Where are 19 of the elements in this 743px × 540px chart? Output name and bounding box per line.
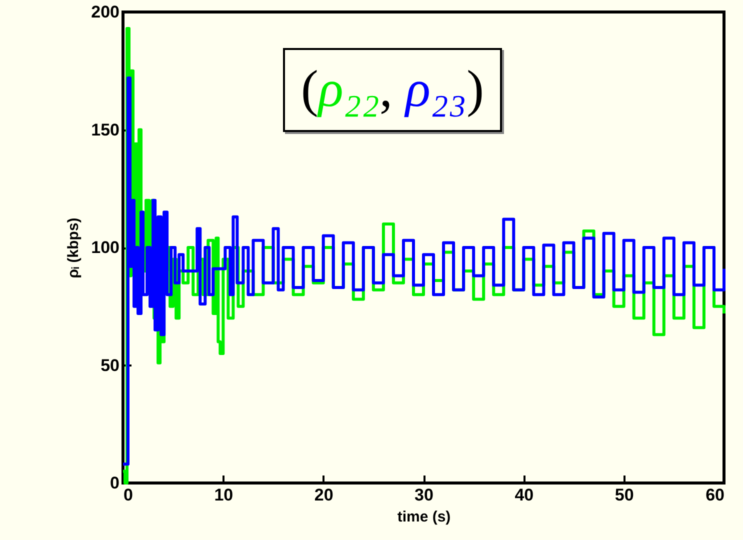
text: ρ₂₂ bbox=[318, 61, 380, 118]
x-tick-label: 20 bbox=[314, 486, 334, 504]
x-tick-label: 40 bbox=[514, 486, 534, 504]
y-tick-label: 150 bbox=[91, 120, 120, 140]
annotation: ) bbox=[466, 61, 484, 118]
annotation: , bbox=[379, 61, 392, 118]
y-tick-label: 0 bbox=[110, 474, 120, 492]
y-tick-label: 200 bbox=[91, 2, 120, 22]
x-tick-label: 30 bbox=[414, 486, 434, 504]
x-tick-label: 10 bbox=[214, 486, 234, 504]
x-tick-label: 0 bbox=[124, 486, 133, 504]
y-tick-label: 100 bbox=[91, 238, 120, 257]
x-tick-label: 60 bbox=[706, 486, 724, 504]
y-axis-title: ρᵢ (kbps) bbox=[65, 218, 82, 278]
text: ρ₂₃ bbox=[405, 61, 467, 118]
x-tick-label: 50 bbox=[614, 486, 634, 504]
annotation: ( bbox=[301, 61, 318, 118]
x-axis-title: time (s) bbox=[397, 508, 451, 526]
y-tick-label: 50 bbox=[100, 356, 120, 375]
